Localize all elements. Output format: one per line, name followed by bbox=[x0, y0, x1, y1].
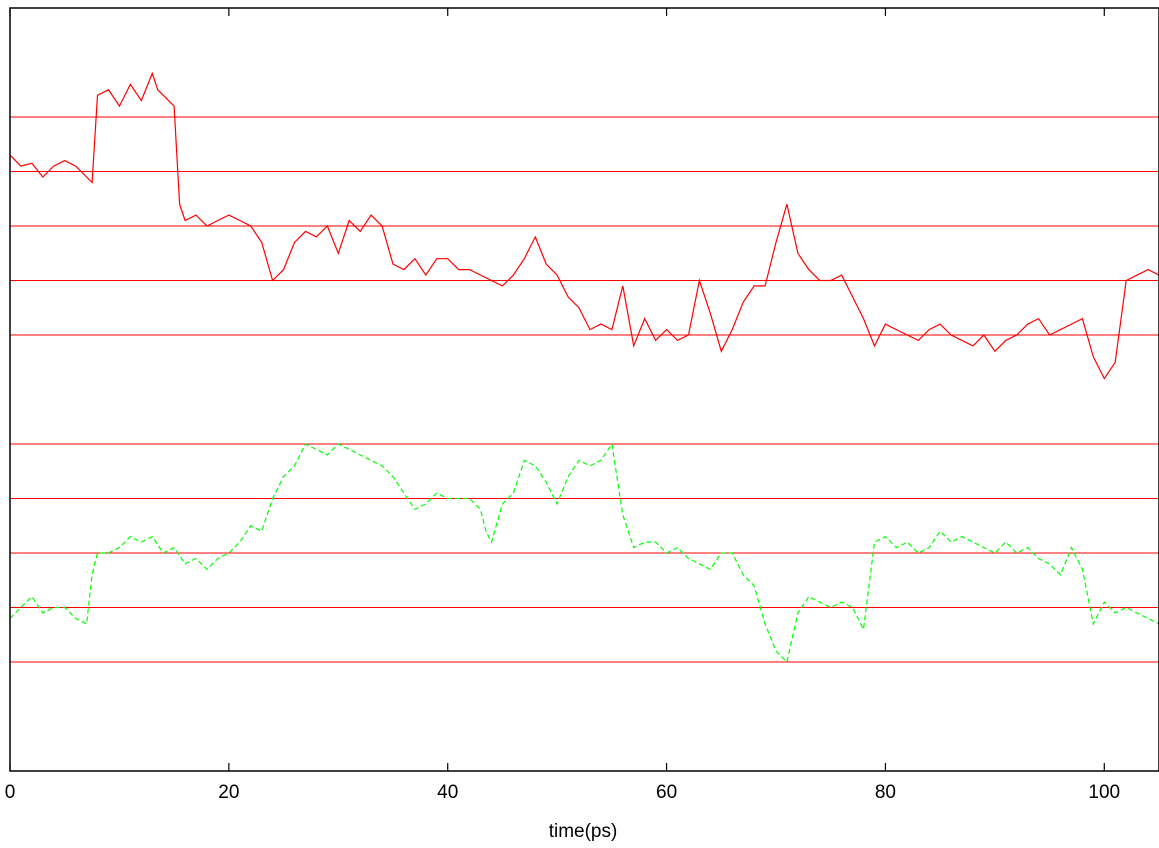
series-line-green bbox=[9, 442, 1159, 664]
reference-lines bbox=[10, 116, 1159, 663]
plot-frame bbox=[9, 7, 1159, 772]
series-group bbox=[9, 71, 1159, 664]
x-tick-label: 20 bbox=[218, 782, 239, 803]
x-ticks: 0 20 40 60 80 100 bbox=[5, 8, 1120, 803]
x-tick-label: 80 bbox=[875, 782, 896, 803]
x-tick-label: 60 bbox=[656, 782, 677, 803]
series-line-red bbox=[9, 71, 1159, 380]
x-tick-label: 40 bbox=[437, 782, 458, 803]
x-tick-label: 100 bbox=[1088, 782, 1120, 803]
x-axis-label: time(ps) bbox=[549, 821, 618, 842]
x-tick-label: 0 bbox=[5, 782, 16, 803]
